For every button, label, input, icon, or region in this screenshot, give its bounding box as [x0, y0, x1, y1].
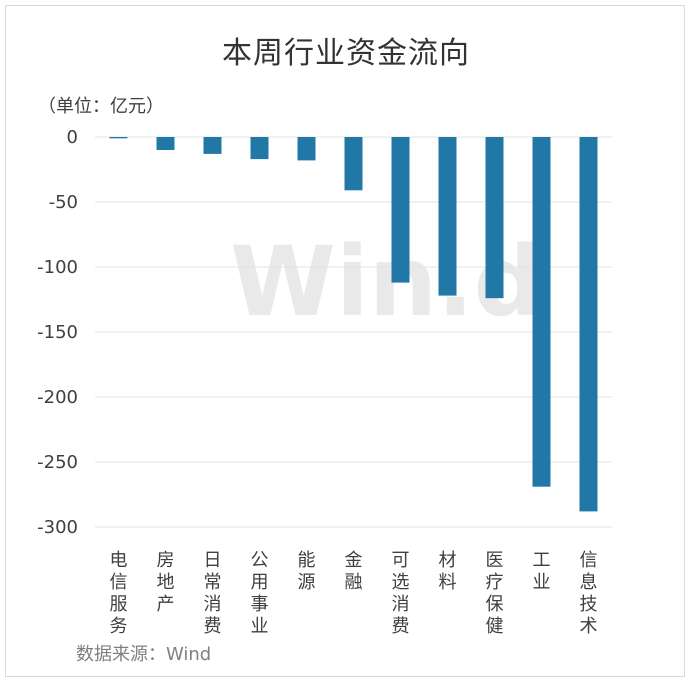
bar	[391, 137, 410, 283]
bars	[109, 137, 598, 512]
y-axis-ticks: 0 -50 -100 -150 -200 -250 -300	[37, 127, 78, 538]
y-tick-label: 0	[67, 127, 78, 148]
y-tick-label: -250	[37, 452, 78, 473]
bar	[250, 137, 269, 160]
y-tick-label: -50	[49, 192, 78, 213]
x-category-label: 金融	[345, 550, 363, 593]
chart-title: 本周行业资金流向	[222, 36, 470, 71]
y-tick-label: -150	[37, 322, 78, 343]
x-category-label: 工业	[533, 550, 551, 593]
x-category-label: 信息技术	[580, 550, 598, 637]
x-category-label: 房地产	[157, 550, 175, 615]
bar	[109, 137, 128, 139]
y-tick-label: -100	[37, 257, 78, 278]
gridlines	[95, 136, 612, 528]
bar	[485, 137, 504, 299]
bar	[344, 137, 363, 191]
x-category-label: 材料	[439, 550, 457, 593]
bar	[156, 137, 175, 150]
x-category-label: 医疗保健	[486, 550, 504, 637]
y-tick-label: -300	[37, 517, 78, 538]
source-note: 数据来源：Wind	[76, 644, 212, 665]
bar	[532, 137, 551, 487]
x-category-label: 公用事业	[251, 550, 269, 637]
bar	[203, 137, 222, 154]
bar	[438, 137, 457, 296]
chart-frame	[5, 5, 685, 677]
x-category-label: 日常消费	[204, 550, 222, 637]
x-category-label: 能源	[298, 550, 316, 593]
x-category-label: 可选消费	[392, 550, 410, 637]
x-category-label: 电信服务	[110, 550, 128, 637]
unit-label: （单位：亿元）	[38, 96, 164, 117]
y-tick-label: -200	[37, 387, 78, 408]
bar	[579, 137, 598, 512]
bar	[297, 137, 316, 161]
